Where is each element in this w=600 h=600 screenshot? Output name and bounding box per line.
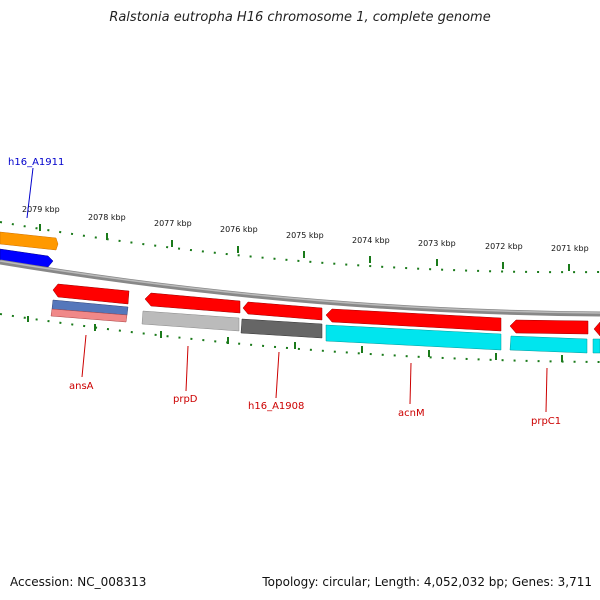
feature-ansA-pink[interactable] xyxy=(50,308,128,323)
kbp-label-2071: 2071 kbp xyxy=(551,244,589,253)
feature-acnM-arrow[interactable] xyxy=(325,308,502,332)
callout-prpC1 xyxy=(545,367,548,413)
minor-ticks-outer xyxy=(0,221,600,274)
feature-offscreen-cyan[interactable] xyxy=(592,338,600,354)
kbp-label-2075: 2075 kbp xyxy=(286,231,324,240)
callout-h16-A1911 xyxy=(26,167,34,219)
kbp-label-2077: 2077 kbp xyxy=(154,219,192,228)
kbp-label-2076: 2076 kbp xyxy=(220,225,258,234)
accession-label: Accession: NC_008313 xyxy=(10,575,147,589)
feature-prpD-arrow[interactable] xyxy=(144,292,241,314)
feature-prpD-grey[interactable] xyxy=(141,310,240,332)
feature-h16-A1908-arrow[interactable] xyxy=(242,301,323,321)
feature-prpC1-cyan[interactable] xyxy=(509,335,588,354)
kbp-label-2079: 2079 kbp xyxy=(22,205,60,214)
callout-acnM xyxy=(409,362,412,405)
inner-tick-track xyxy=(0,313,600,363)
kbp-label-2073: 2073 kbp xyxy=(418,239,456,248)
gene-label-ansA[interactable]: ansA xyxy=(69,381,94,392)
kbp-label-2072: 2072 kbp xyxy=(485,242,523,251)
gene-label-prpD[interactable]: prpD xyxy=(173,394,198,405)
kbp-label-2078: 2078 kbp xyxy=(88,213,126,222)
feature-orange-gene[interactable] xyxy=(0,231,59,251)
genome-summary: Topology: circular; Length: 4,052,032 bp… xyxy=(262,575,592,589)
gene-label-h16-A1908[interactable]: h16_A1908 xyxy=(248,401,304,412)
map-title: Ralstonia eutropha H16 chromosome 1, com… xyxy=(109,10,491,25)
feature-offscreen-arrow[interactable] xyxy=(593,321,600,337)
feature-acnM-cyan[interactable] xyxy=(325,324,502,351)
kbp-label-2074: 2074 kbp xyxy=(352,236,390,245)
outer-tick-track xyxy=(0,221,600,274)
callout-ansA xyxy=(81,334,87,378)
gene-label-h16-A1911[interactable]: h16_A1911 xyxy=(8,157,64,168)
genome-backbone xyxy=(0,259,600,317)
feature-ansA-arrow[interactable] xyxy=(52,283,130,305)
backbone-highlight xyxy=(0,260,600,314)
callout-prpD xyxy=(185,345,189,392)
feature-h16-A1908-darkgrey[interactable] xyxy=(240,318,323,339)
feature-prpC1-arrow[interactable] xyxy=(509,319,589,335)
callout-h16-A1908 xyxy=(275,351,280,399)
minor-ticks-inner xyxy=(0,313,600,363)
gene-label-prpC1[interactable]: prpC1 xyxy=(531,416,561,427)
gene-label-acnM[interactable]: acnM xyxy=(398,408,425,419)
